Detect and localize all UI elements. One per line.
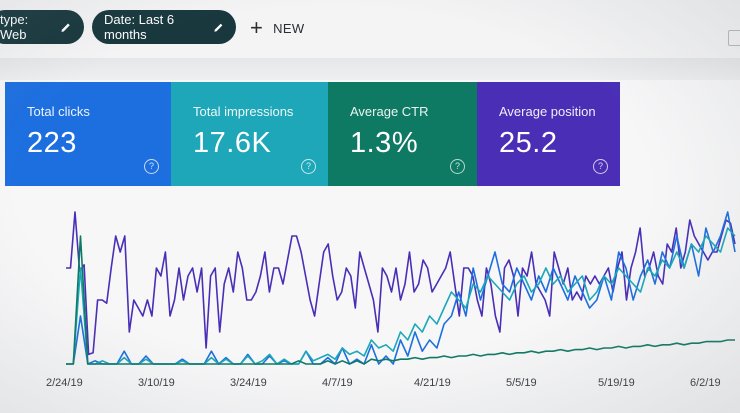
plus-icon: + (250, 15, 264, 40)
performance-line-chart: 2/24/19 3/10/19 3/24/19 4/7/19 4/21/19 5/5/19… (0, 186, 740, 413)
panel-top-edge (0, 58, 740, 80)
metric-value: 25.2 (499, 127, 558, 159)
type-filter-chip[interactable]: type: Web (0, 10, 84, 44)
metric-label: Average CTR (350, 104, 429, 119)
new-filter-button[interactable]: + NEW (250, 14, 304, 42)
x-tick-label: 3/24/19 (230, 377, 267, 389)
x-tick-label: 6/2/19 (690, 377, 721, 389)
help-icon[interactable]: ? (593, 159, 608, 174)
metric-card-total-clicks[interactable]: Total clicks 223 ? (5, 82, 171, 186)
series-line-total-clicks (66, 211, 736, 365)
x-tick-label: 4/7/19 (322, 377, 353, 389)
x-tick-label: 3/10/19 (138, 377, 175, 389)
help-icon[interactable]: ? (450, 159, 465, 174)
metric-card-average-position[interactable]: Average position 25.2 ? (477, 82, 620, 186)
x-tick-label: 5/5/19 (506, 377, 537, 389)
help-icon[interactable]: ? (144, 159, 159, 174)
series-line-average-ctr (66, 235, 735, 365)
x-tick-label: 4/21/19 (414, 377, 451, 389)
filter-bar: type: Web Date: Last 6 months + NEW (0, 0, 740, 59)
metric-label: Total clicks (27, 104, 90, 119)
top-right-control[interactable] (728, 30, 740, 46)
edit-pencil-icon[interactable] (60, 21, 72, 34)
series-line-average-position (66, 211, 736, 356)
help-icon[interactable]: ? (301, 159, 316, 174)
metric-label: Total impressions (193, 104, 294, 119)
date-filter-chip[interactable]: Date: Last 6 months (92, 10, 236, 44)
metric-value: 223 (27, 127, 77, 159)
metric-card-average-ctr[interactable]: Average CTR 1.3% ? (328, 82, 477, 186)
x-tick-label: 2/24/19 (46, 377, 83, 389)
metric-card-total-impressions[interactable]: Total impressions 17.6K ? (171, 82, 328, 186)
edit-pencil-icon[interactable] (213, 21, 224, 34)
metric-value: 1.3% (350, 127, 419, 159)
chart-canvas: 2/24/19 3/10/19 3/24/19 4/7/19 4/21/19 5/5/19… (46, 211, 736, 389)
metric-value: 17.6K (193, 127, 272, 159)
date-filter-label: Date: Last 6 months (104, 12, 175, 42)
new-button-label: NEW (273, 20, 305, 36)
metric-label: Average position (499, 104, 596, 119)
x-tick-label: 5/19/19 (598, 377, 635, 389)
series-line-total-impressions (66, 227, 736, 365)
type-filter-label: type: Web (0, 12, 29, 42)
